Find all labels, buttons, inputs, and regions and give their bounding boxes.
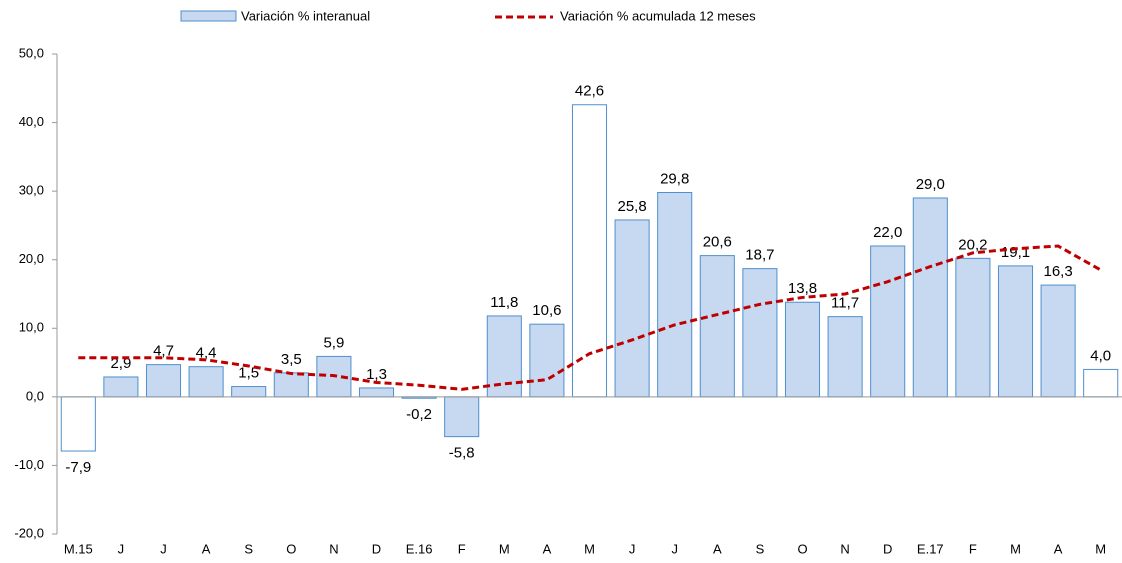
bar: [1083, 368, 1119, 398]
data-label: 4,4: [196, 345, 217, 362]
bar: [742, 268, 778, 398]
x-tick-label: A: [202, 541, 211, 556]
x-tick-label: D: [883, 541, 892, 556]
y-tick-label: -20,0: [14, 525, 44, 540]
bar: [231, 386, 267, 398]
data-label: 20,6: [703, 234, 732, 251]
y-tick-label: 0,0: [26, 388, 44, 403]
line: [78, 244, 1102, 391]
bar: [657, 192, 693, 398]
data-label: 18,7: [745, 247, 774, 264]
data-label: 19,1: [1001, 244, 1030, 261]
legend-swatch: [180, 10, 237, 22]
data-label: 29,8: [660, 170, 689, 187]
x-tick-label: O: [286, 541, 296, 556]
data-label: 5,9: [323, 334, 344, 351]
data-label: 4,7: [153, 343, 174, 360]
data-label: 29,0: [916, 176, 945, 193]
data-label: 16,3: [1043, 263, 1072, 280]
legend-label: Variación % interanual: [241, 8, 370, 23]
bar: [699, 255, 735, 398]
x-tick-label: M: [1095, 541, 1106, 556]
bar: [870, 245, 906, 398]
bar: [60, 396, 96, 452]
x-tick-label: A: [713, 541, 722, 556]
data-label: 13,8: [788, 280, 817, 297]
bar: [955, 257, 991, 398]
x-tick-label: J: [160, 541, 167, 556]
y-tick-label: 30,0: [19, 183, 44, 198]
y-tick-label: -10,0: [14, 457, 44, 472]
x-tick-label: N: [329, 541, 338, 556]
data-label: 4,0: [1090, 347, 1111, 364]
x-tick-label: E.16: [406, 541, 433, 556]
bar: [827, 316, 863, 398]
data-label: 3,5: [281, 351, 302, 368]
x-tick-label: A: [543, 541, 552, 556]
bar: [784, 301, 821, 398]
data-label: 11,7: [831, 295, 859, 312]
bar: [997, 265, 1034, 398]
bar: [571, 104, 608, 398]
legend-label: Variación % acumulada 12 meses: [560, 8, 756, 23]
bar: [188, 366, 224, 398]
bar: [145, 364, 182, 398]
data-label: -7,9: [65, 459, 91, 476]
bar: [444, 396, 480, 438]
y-tick-label: 10,0: [19, 320, 44, 335]
bar: [1040, 284, 1076, 398]
data-label: 42,6: [575, 83, 604, 100]
data-label: 22,0: [873, 224, 902, 241]
x-tick-label: M.15: [64, 541, 93, 556]
data-label: 1,3: [366, 366, 387, 383]
x-tick-label: S: [756, 541, 765, 556]
bar: [273, 372, 309, 398]
x-tick-label: A: [1054, 541, 1063, 556]
data-label: 11,8: [490, 294, 518, 311]
x-tick-label: N: [840, 541, 849, 556]
x-tick-label: E.17: [917, 541, 944, 556]
y-tick-label: 40,0: [19, 114, 44, 129]
x-tick-label: D: [372, 541, 381, 556]
y-tick-label: 50,0: [19, 45, 44, 60]
data-label: 1,5: [238, 365, 259, 382]
x-tick-label: F: [969, 541, 977, 556]
x-tick-label: M: [499, 541, 510, 556]
x-tick-label: J: [118, 541, 125, 556]
bar: [614, 219, 650, 398]
bar: [103, 376, 139, 398]
y-tick-label: 20,0: [19, 251, 44, 266]
x-tick-label: J: [671, 541, 678, 556]
x-tick-label: M: [1010, 541, 1021, 556]
bar: [529, 323, 565, 398]
x-tick-label: F: [458, 541, 466, 556]
data-label: 25,8: [617, 198, 646, 215]
x-tick-label: J: [629, 541, 636, 556]
bar: [912, 197, 948, 398]
data-label: 20,2: [958, 236, 987, 253]
bar: [486, 315, 522, 398]
data-label: 10,6: [532, 302, 561, 319]
x-tick-label: M: [584, 541, 595, 556]
x-tick-label: S: [244, 541, 253, 556]
data-label: -5,8: [449, 445, 475, 462]
bar: [358, 387, 395, 398]
data-label: -0,2: [406, 406, 432, 423]
x-tick-label: O: [797, 541, 807, 556]
